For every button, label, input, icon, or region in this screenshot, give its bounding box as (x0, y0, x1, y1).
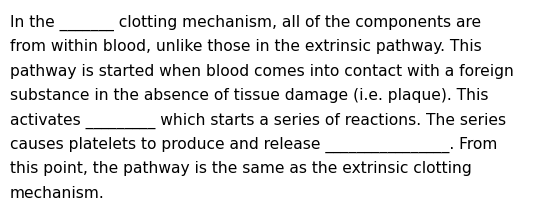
Text: mechanism.: mechanism. (10, 186, 105, 201)
Text: from within blood, unlike those in the extrinsic pathway. This: from within blood, unlike those in the e… (10, 39, 482, 54)
Text: this point, the pathway is the same as the extrinsic clotting: this point, the pathway is the same as t… (10, 161, 472, 176)
Text: pathway is started when blood comes into contact with a foreign: pathway is started when blood comes into… (10, 64, 514, 79)
Text: In the _______ clotting mechanism, all of the components are: In the _______ clotting mechanism, all o… (10, 15, 481, 31)
Text: causes platelets to produce and release ________________. From: causes platelets to produce and release … (10, 137, 497, 153)
Text: substance in the absence of tissue damage (i.e. plaque). This: substance in the absence of tissue damag… (10, 88, 489, 103)
Text: activates _________ which starts a series of reactions. The series: activates _________ which starts a serie… (10, 112, 506, 129)
